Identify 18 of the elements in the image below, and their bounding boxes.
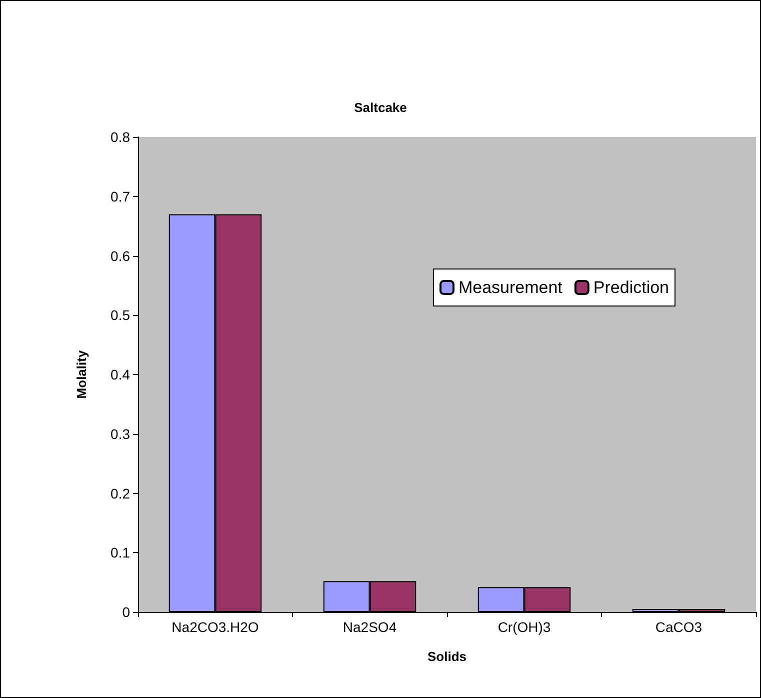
- legend-label: Measurement: [458, 278, 563, 297]
- x-tick-label: Cr(OH)3: [498, 619, 551, 635]
- y-tick-label: 0.6: [110, 248, 130, 264]
- y-tick-label: 0.3: [110, 426, 130, 442]
- chart-title: Saltcake: [354, 100, 407, 115]
- y-tick-label: 0.2: [110, 485, 130, 502]
- y-tick-label: 0: [122, 604, 130, 620]
- y-tick-label: 0.1: [110, 544, 130, 561]
- y-tick-label: 0.5: [110, 307, 130, 324]
- x-tick-label: CaCO3: [655, 619, 702, 635]
- x-tick-label: Na2SO4: [342, 619, 397, 635]
- y-tick-label: 0.4: [110, 366, 130, 382]
- x-axis-title: Solids: [427, 649, 467, 664]
- legend-label: Prediction: [593, 278, 670, 297]
- x-tick-label: Na2CO3.H2O: [172, 619, 259, 635]
- y-tick-label: 0.8: [110, 129, 130, 145]
- y-axis-title: Molality: [74, 350, 89, 399]
- y-tick-label: 0.7: [110, 188, 130, 204]
